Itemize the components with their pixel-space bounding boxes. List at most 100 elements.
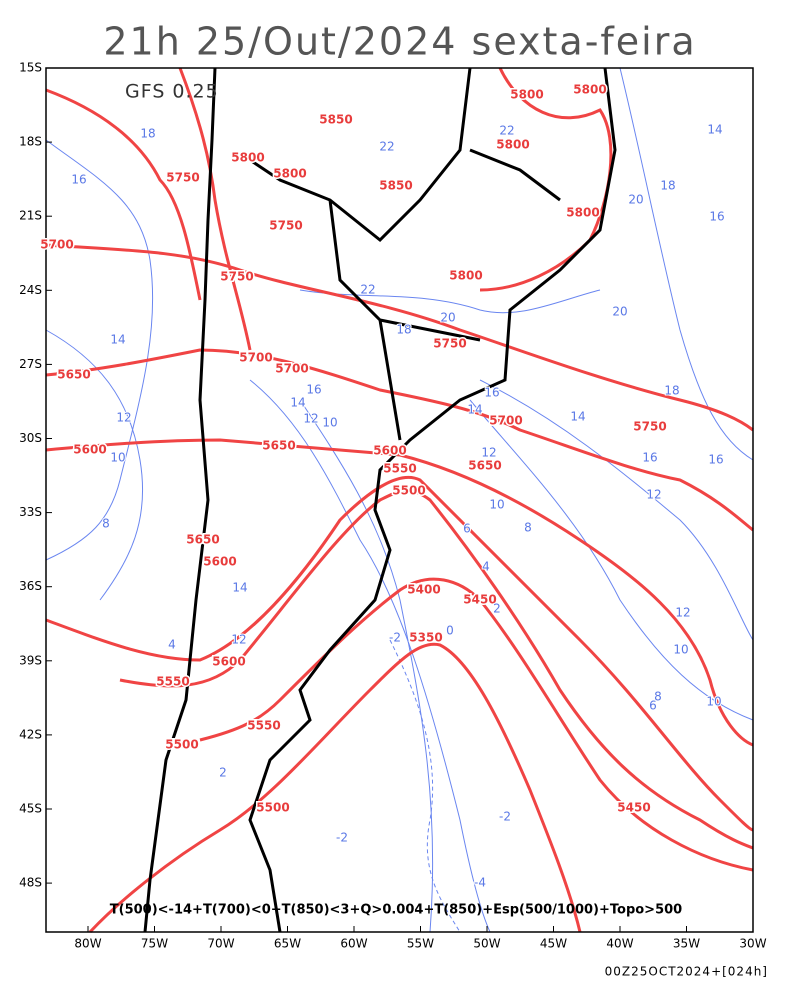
- height-label: 5600: [203, 555, 236, 569]
- temp-label: 18: [664, 384, 679, 398]
- temp-contour: [479, 379, 754, 641]
- lon-tick-label: 40W: [606, 937, 633, 951]
- temp-label: -2: [389, 631, 401, 645]
- height-label: 5750: [633, 420, 666, 434]
- temp-label: 8: [102, 517, 110, 531]
- temp-label: 12: [303, 412, 318, 426]
- temp-label: 22: [499, 124, 514, 138]
- height-label: 5500: [165, 738, 198, 752]
- height-label: 5550: [383, 462, 416, 476]
- lat-tick-label: 27S: [19, 357, 42, 371]
- temp-label: 6: [463, 522, 471, 536]
- temp-label: 14: [707, 123, 722, 137]
- temp-label: 14: [570, 410, 585, 424]
- temp-label: 16: [484, 386, 499, 400]
- temp-label: 18: [140, 127, 155, 141]
- temp-label: 20: [612, 305, 627, 319]
- temp-contour: [249, 379, 491, 933]
- temp-label: 16: [709, 210, 724, 224]
- height-label: 5850: [379, 179, 412, 193]
- temp-label: 22: [360, 283, 375, 297]
- legend-text: T(500)<-14+T(700)<0+T(850)<3+Q>0.004+T(8…: [110, 903, 682, 918]
- height-label: 5800: [573, 83, 606, 97]
- height-label: 5450: [617, 801, 650, 815]
- temp-label: 10: [110, 451, 125, 465]
- height-label: 5450: [463, 593, 496, 607]
- height-contour: [45, 243, 754, 432]
- temp-label: 12: [116, 411, 131, 425]
- temp-label: 16: [642, 451, 657, 465]
- height-label: 5750: [433, 337, 466, 351]
- height-contour: [45, 475, 754, 832]
- height-label: 5650: [186, 533, 219, 547]
- height-contour: [178, 67, 252, 351]
- lat-tick-label: 15S: [19, 61, 42, 75]
- lon-tick-label: 65W: [274, 937, 301, 951]
- temp-label: -2: [336, 831, 348, 845]
- coastline: [143, 67, 617, 933]
- height-label: 5800: [510, 88, 543, 102]
- temp-label: 12: [231, 633, 246, 647]
- temp-label: 6: [649, 699, 657, 713]
- temp-label: 2: [493, 602, 501, 616]
- height-label: 5550: [156, 675, 189, 689]
- temp-label: 14: [110, 333, 125, 347]
- height-label: 5800: [496, 138, 529, 152]
- height-contour: [45, 88, 202, 301]
- height-label: 5600: [373, 444, 406, 458]
- temp-label: 20: [628, 193, 643, 207]
- contours: [45, 67, 754, 934]
- height-label: 5650: [468, 459, 501, 473]
- height-label: 5350: [409, 631, 442, 645]
- height-label: 5400: [407, 583, 440, 597]
- temp-label: 4: [168, 638, 176, 652]
- lon-tick-label: 55W: [407, 937, 434, 951]
- lat-tick-label: 45S: [19, 802, 42, 816]
- lat-tick-label: 48S: [19, 876, 42, 890]
- lat-tick-label: 21S: [19, 209, 42, 223]
- temp-contour: [45, 329, 144, 601]
- temp-label: 22: [379, 140, 394, 154]
- temp-label: 0: [446, 624, 454, 638]
- height-label: 5500: [392, 484, 425, 498]
- temp-label: 12: [481, 446, 496, 460]
- lon-tick-label: 50W: [473, 937, 500, 951]
- map-title: 21h 25/Out/2024 sexta-feira: [103, 20, 696, 64]
- lat-tick-label: 30S: [19, 431, 42, 445]
- height-label: 5850: [319, 113, 352, 127]
- temp-contour: [299, 289, 601, 314]
- height-label: 5750: [166, 171, 199, 185]
- model-label: GFS 0.25: [125, 81, 219, 103]
- height-label: 5750: [220, 270, 253, 284]
- height-label: 5800: [273, 167, 306, 181]
- border: [249, 67, 561, 441]
- temp-label: 14: [467, 403, 482, 417]
- map-frame: [45, 67, 754, 933]
- temp-label: 18: [396, 323, 411, 337]
- temp-label: 2: [219, 766, 227, 780]
- height-label: 5800: [449, 269, 482, 283]
- lon-tick-label: 70W: [207, 937, 234, 951]
- height-contour: [119, 489, 754, 850]
- height-label: 5500: [256, 801, 289, 815]
- temp-label: 8: [654, 690, 662, 704]
- lat-tick-label: 18S: [19, 135, 42, 149]
- height-contour: [45, 438, 754, 747]
- temp-label: -4: [474, 876, 486, 890]
- height-label: 5650: [262, 439, 295, 453]
- height-contour: [45, 348, 754, 532]
- temp-label: -2: [499, 810, 511, 824]
- height-contour: [479, 67, 613, 292]
- temp-label: 20: [440, 311, 455, 325]
- lat-tick-label: 33S: [19, 505, 42, 519]
- height-label: 5750: [269, 219, 302, 233]
- height-label: 5700: [40, 238, 73, 252]
- coast: [248, 67, 617, 933]
- height-label: 5800: [566, 206, 599, 220]
- temp-label: 16: [708, 453, 723, 467]
- lon-tick-label: 60W: [340, 937, 367, 951]
- temp-label: 10: [489, 498, 504, 512]
- lon-tick-label: 35W: [673, 937, 700, 951]
- height-label: 5800: [231, 151, 264, 165]
